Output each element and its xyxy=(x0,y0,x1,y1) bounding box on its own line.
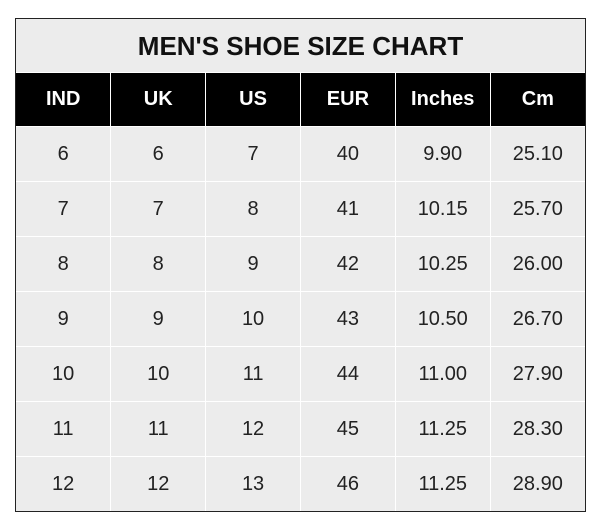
table-cell: 11 xyxy=(110,401,207,457)
table-cell: 12 xyxy=(16,456,112,511)
table-cell: 43 xyxy=(299,291,396,347)
size-table: IND UK US EUR Inches Cm 6 6 7 40 9.90 25.10 7 7 8 41 10… xyxy=(16,73,585,511)
table-cell: 28.90 xyxy=(489,456,585,511)
table-cell: 41 xyxy=(299,181,396,237)
chart-title: MEN'S SHOE SIZE CHART xyxy=(16,19,585,73)
table-cell: 9.90 xyxy=(394,126,491,182)
table-cell: 11.00 xyxy=(394,346,491,402)
table-cell: 9 xyxy=(110,291,207,347)
table-cell: 9 xyxy=(16,291,112,347)
table-row: 10 10 11 44 11.00 27.90 xyxy=(16,346,585,402)
table-cell: 7 xyxy=(205,126,301,182)
table-cell: 44 xyxy=(299,346,396,402)
column-header: IND xyxy=(16,73,112,127)
table-cell: 45 xyxy=(299,401,396,457)
table-cell: 7 xyxy=(110,181,207,237)
table-cell: 8 xyxy=(16,236,112,292)
table-cell: 12 xyxy=(205,401,301,457)
table-row: 9 9 10 43 10.50 26.70 xyxy=(16,291,585,347)
table-cell: 26.70 xyxy=(489,291,585,347)
table-cell: 11.25 xyxy=(394,456,491,511)
table-cell: 8 xyxy=(110,236,207,292)
table-row: 6 6 7 40 9.90 25.10 xyxy=(16,126,585,182)
table-cell: 10.15 xyxy=(394,181,491,237)
table-cell: 12 xyxy=(110,456,207,511)
table-cell: 42 xyxy=(299,236,396,292)
column-header: EUR xyxy=(299,73,396,127)
table-cell: 10.25 xyxy=(394,236,491,292)
table-cell: 9 xyxy=(205,236,301,292)
table-cell: 10 xyxy=(205,291,301,347)
table-row: 8 8 9 42 10.25 26.00 xyxy=(16,236,585,292)
table-cell: 25.10 xyxy=(489,126,585,182)
table-cell: 10 xyxy=(16,346,112,402)
header-row: IND UK US EUR Inches Cm xyxy=(16,73,585,127)
table-cell: 11 xyxy=(205,346,301,402)
table-row: 12 12 13 46 11.25 28.90 xyxy=(16,456,585,511)
table-row: 11 11 12 45 11.25 28.30 xyxy=(16,401,585,457)
table-cell: 46 xyxy=(299,456,396,511)
table-cell: 10 xyxy=(110,346,207,402)
table-row: 7 7 8 41 10.15 25.70 xyxy=(16,181,585,237)
table-cell: 28.30 xyxy=(489,401,585,457)
table-cell: 6 xyxy=(110,126,207,182)
table-cell: 27.90 xyxy=(489,346,585,402)
table-cell: 8 xyxy=(205,181,301,237)
table-cell: 11.25 xyxy=(394,401,491,457)
column-header: Cm xyxy=(489,73,585,127)
table-cell: 25.70 xyxy=(489,181,585,237)
table-cell: 7 xyxy=(16,181,112,237)
column-header: UK xyxy=(110,73,207,127)
size-chart: MEN'S SHOE SIZE CHART IND UK US EUR Inches Cm… xyxy=(15,18,586,512)
table-cell: 10.50 xyxy=(394,291,491,347)
table-cell: 13 xyxy=(205,456,301,511)
table-cell: 40 xyxy=(299,126,396,182)
table-cell: 26.00 xyxy=(489,236,585,292)
column-header: Inches xyxy=(394,73,491,127)
column-header: US xyxy=(205,73,301,127)
table-cell: 6 xyxy=(16,126,112,182)
table-cell: 11 xyxy=(16,401,112,457)
